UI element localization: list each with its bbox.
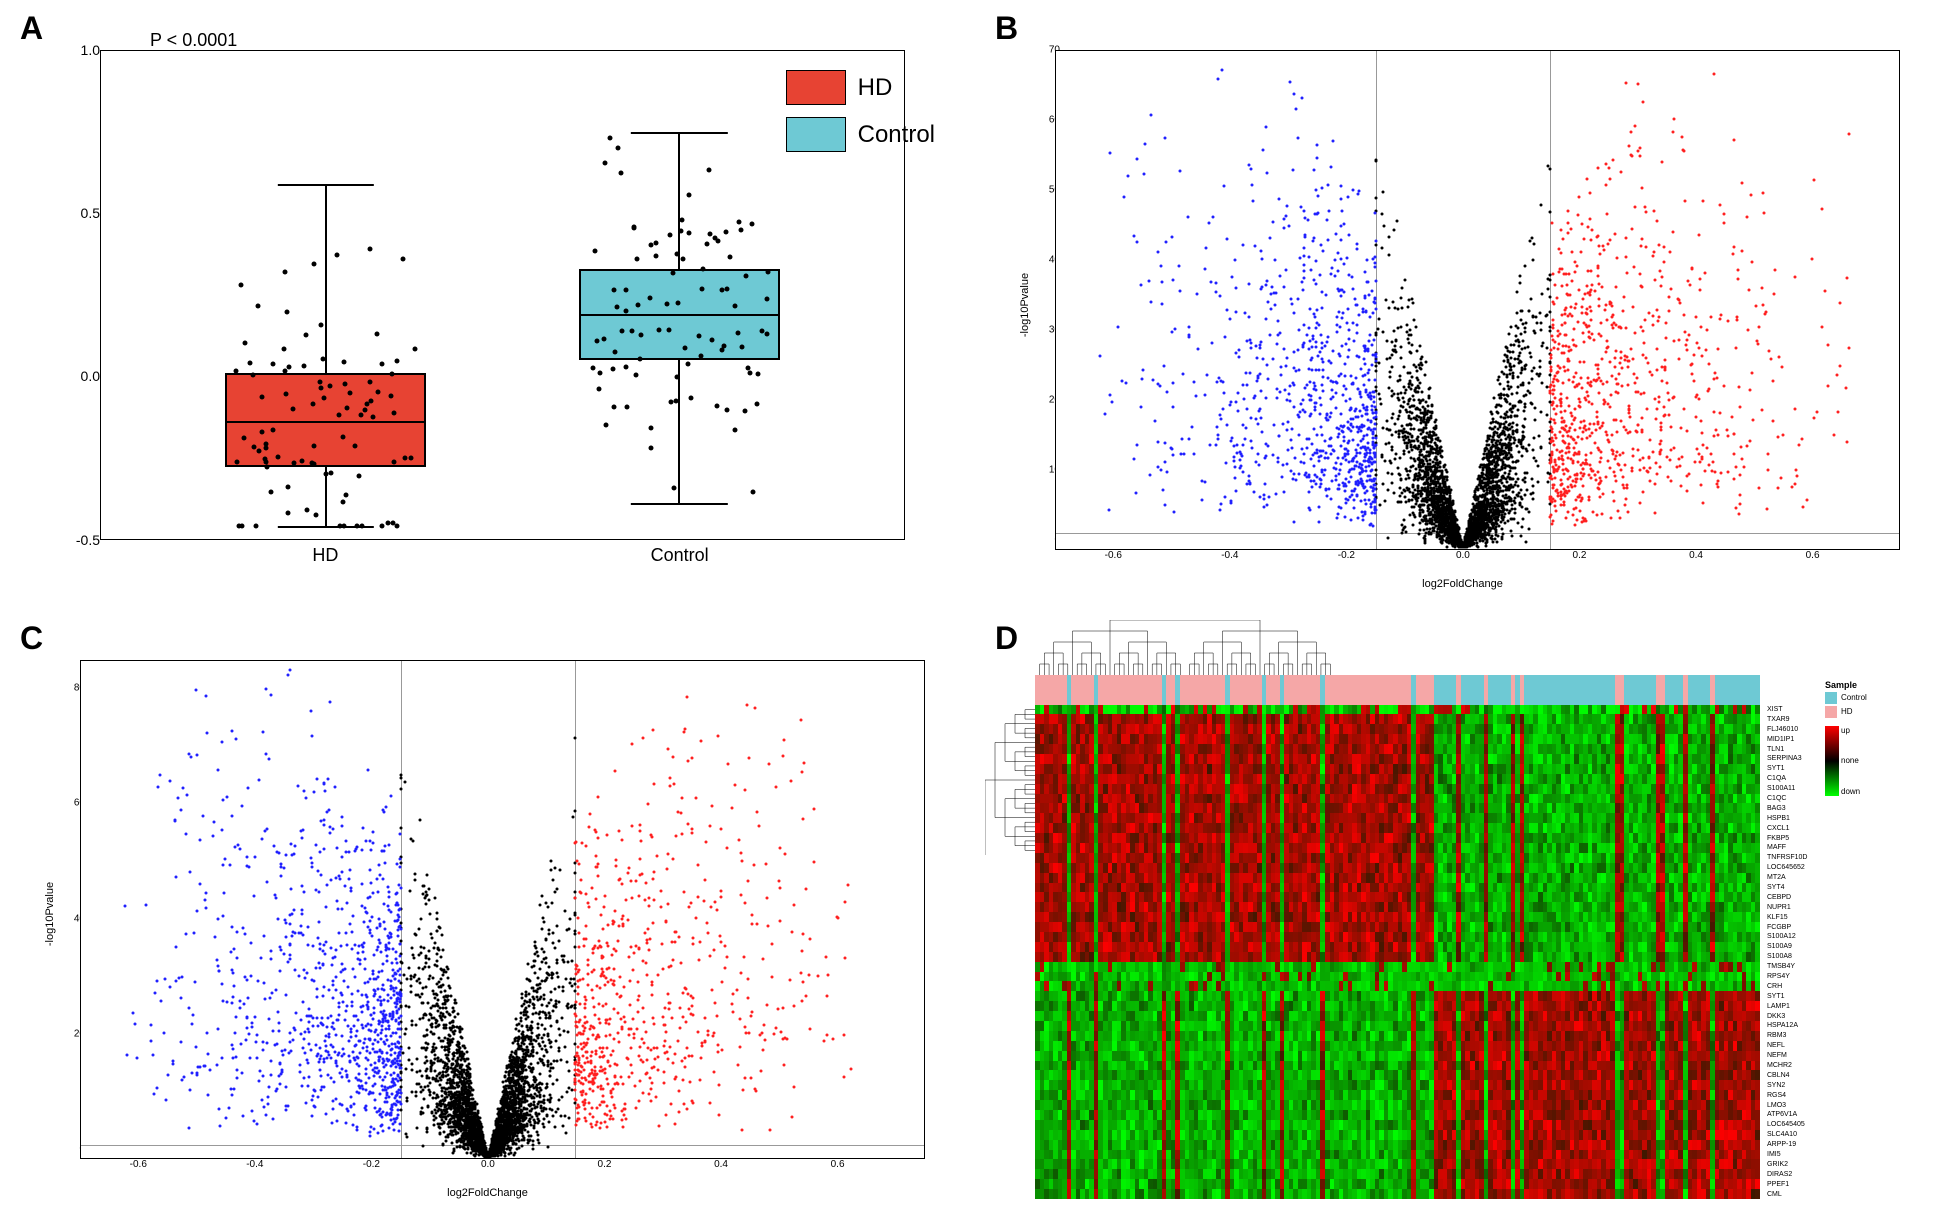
panel-b-yticks: 010203040506070 — [1020, 50, 1060, 540]
figure-grid: A P < 0.0001 BDNF expression values -0.5… — [10, 10, 1940, 1209]
gene-labels: XISTTXAR9FLJ46010MID1IP1TLN1SERPINA3SYT1… — [1765, 705, 1820, 1200]
p-value-text: P < 0.0001 — [150, 30, 237, 51]
panel-c-plot — [81, 661, 924, 1159]
dendrogram-top — [1035, 620, 1335, 675]
panel-b: B Volcano map -log10Pvalue log2FoldChang… — [985, 10, 1940, 600]
panel-b-xlabel: log2FoldChange — [1422, 578, 1503, 590]
panel-c-label: C — [20, 620, 43, 657]
panel-b-xticks: -0.6-0.4-0.20.00.20.40.6 — [1055, 550, 1900, 570]
panel-a-plot — [101, 51, 904, 539]
heatmap-grid — [1035, 705, 1760, 1200]
panel-b-chart: Volcano map -log10Pvalue log2FoldChange … — [985, 10, 1940, 600]
panel-a-xticks: HDControl — [100, 545, 905, 565]
dendrogram-left — [985, 705, 1035, 855]
panel-c-xticks: -0.6-0.4-0.20.00.20.40.6 — [80, 1159, 925, 1179]
panel-c-axes — [80, 660, 925, 1160]
panel-d-container: XISTTXAR9FLJ46010MID1IP1TLN1SERPINA3SYT1… — [985, 620, 1940, 1210]
panel-b-label: B — [995, 10, 1018, 47]
panel-c: C Volcano map -log10Pvalue log2FoldChang… — [10, 620, 965, 1210]
panel-a-axes — [100, 50, 905, 540]
panel-a-yticks: -0.50.00.51.0 — [60, 50, 100, 540]
panel-a-chart: P < 0.0001 BDNF expression values -0.50.… — [10, 10, 965, 600]
panel-a: A P < 0.0001 BDNF expression values -0.5… — [10, 10, 965, 600]
panel-c-xlabel: log2FoldChange — [447, 1187, 528, 1199]
panel-c-chart: Volcano map -log10Pvalue log2FoldChange … — [10, 620, 965, 1210]
panel-a-label: A — [20, 10, 43, 47]
panel-c-yticks: 020406080 — [45, 660, 85, 1150]
panel-d: D XISTTXAR9FLJ46010MID1IP1TLN1SERPINA3SY… — [985, 620, 1940, 1210]
sample-annotation-bar — [1035, 675, 1760, 705]
panel-b-axes — [1055, 50, 1900, 550]
panel-b-plot — [1056, 51, 1899, 549]
heatmap-legend: SampleControlHDupnonedown — [1825, 680, 1935, 796]
panel-d-label: D — [995, 620, 1018, 657]
panel-a-legend: HDControl — [786, 70, 935, 164]
